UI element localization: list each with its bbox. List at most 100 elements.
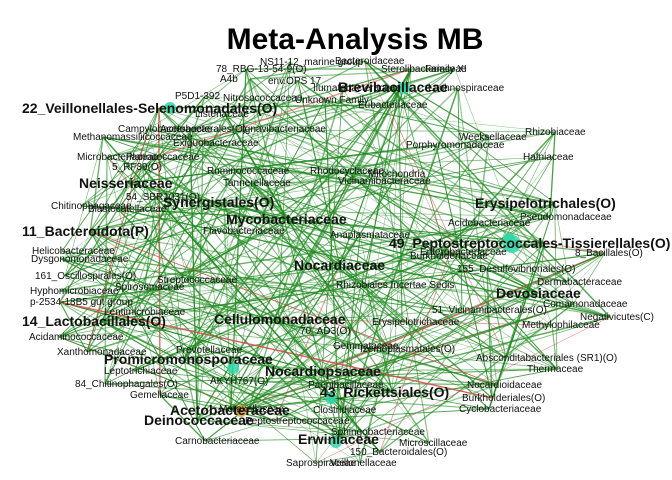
- hub-node-label: Erysipelotrichales(O): [475, 195, 616, 211]
- network-edge: [61, 250, 393, 393]
- network-edge: [289, 61, 393, 393]
- network-edge: [155, 80, 299, 198]
- hub-node-label: Cellulomonadaceae: [214, 311, 346, 327]
- network-edge: [364, 60, 490, 138]
- network-edge: [61, 128, 149, 252]
- node-label: Carnobacteriaceae: [175, 436, 260, 447]
- network-edge: [315, 451, 381, 464]
- node-label: Family XI: [425, 64, 467, 75]
- node-label: Hafniaceae: [523, 152, 574, 163]
- network-edge: [224, 113, 344, 411]
- network-edge: [159, 394, 206, 442]
- network-edge: [224, 113, 364, 347]
- network-edge: [249, 60, 366, 80]
- network-edge: [90, 230, 498, 386]
- network-edge: [554, 202, 558, 370]
- network-edge: [245, 68, 451, 253]
- node-label: 70_AD3(O): [300, 326, 351, 337]
- network-edge: [106, 86, 399, 158]
- node-label: Lachnospiraceae: [428, 83, 505, 94]
- network-edge: [315, 370, 323, 464]
- network-node: [398, 82, 410, 94]
- network-edge: [104, 97, 254, 385]
- network-edge: [224, 113, 399, 175]
- network-edge: [196, 252, 606, 421]
- diagram-title: Meta-Analysis MB: [227, 23, 484, 56]
- node-label: Helicobacteraceae: [32, 246, 115, 257]
- node-label: Lentimicrobiaceae: [104, 307, 186, 318]
- node-label: Gemellaceae: [130, 390, 189, 401]
- network-edge: [551, 324, 558, 370]
- network-edge: [90, 136, 490, 232]
- node-label: Rhodocyclaceae: [310, 166, 384, 177]
- node-label: Gemmataceae: [333, 341, 399, 352]
- hub-label-layer: Brevibacillaceae 22_Veillonellales-Seleno…: [22, 79, 670, 447]
- node-label: Absconditabacteriales (SR1)(O): [476, 353, 617, 364]
- network-edge: [61, 250, 463, 311]
- network-edge: [297, 80, 326, 101]
- network-edge: [60, 258, 430, 444]
- network-edge: [398, 86, 403, 323]
- hub-node-label: 22_Veillonellales-Selenomonadales(O): [22, 100, 277, 116]
- network-edge: [457, 87, 498, 386]
- network-edge: [155, 68, 412, 158]
- hub-node-label: Mycobacteriaceae: [226, 211, 347, 227]
- network-edge: [147, 128, 207, 351]
- node-label: Comamonadaceae: [543, 299, 628, 310]
- network-edge: [186, 230, 234, 281]
- network-edge: [205, 61, 291, 351]
- network-edge: [58, 180, 369, 338]
- network-node: [235, 405, 247, 417]
- hub-node-label: Nocardiaceae: [294, 257, 385, 273]
- network-edge: [537, 292, 611, 318]
- network-edge: [141, 61, 291, 168]
- network-edge: [278, 318, 393, 393]
- network-edge: [488, 242, 546, 410]
- network-edge: [337, 384, 344, 411]
- network-edge: [278, 318, 493, 399]
- network-edge: [315, 156, 554, 464]
- network-edge: [230, 303, 574, 411]
- network-edge: [59, 301, 184, 360]
- network-node: [325, 392, 337, 404]
- node-layer: [164, 82, 521, 448]
- network-edge: [186, 279, 538, 294]
- network-edge: [364, 60, 451, 253]
- network-edge: [196, 284, 367, 421]
- hub-node-label: Erwiniaceae: [298, 431, 379, 447]
- network-edge: [252, 182, 364, 347]
- node-label: Rhizobiaceae: [525, 127, 586, 138]
- network-edge: [362, 345, 430, 444]
- network-edge: [102, 136, 451, 253]
- network-edge: [537, 242, 546, 294]
- network-edge: [339, 264, 361, 464]
- network-edge: [202, 68, 456, 144]
- network-edge: [133, 311, 241, 382]
- node-label: Chitinophagaceae: [51, 201, 132, 212]
- network-edge: [89, 136, 104, 232]
- hub-node-label: 49_Peptostreptococcales-Tissierellales(O…: [389, 235, 670, 251]
- network-edge: [401, 321, 558, 370]
- node-label: Sphingobacteriaceae: [331, 427, 425, 438]
- node-label: Acidaminococcaceae: [29, 332, 124, 343]
- network-edge: [486, 268, 611, 318]
- node-label: 54_SBR1031(O): [126, 192, 200, 203]
- network-edge: [133, 61, 291, 372]
- node-label: Burkholderiales(O): [462, 393, 545, 404]
- node-label: Microbacteriaceae: [77, 152, 159, 163]
- hub-node-label: Nocardiopsaceae: [265, 363, 381, 379]
- node-label: AKYH767(O): [210, 376, 268, 387]
- node-label: Eubacteriaceae: [358, 100, 428, 111]
- network-edge: [339, 87, 459, 440]
- network-edge: [186, 104, 389, 281]
- network-edge: [337, 384, 341, 440]
- node-label: Nitrosococcaceae: [223, 93, 303, 104]
- network-edge: [439, 131, 556, 257]
- node-label: 84_Chitinophagales(O): [75, 379, 178, 390]
- network-edge: [58, 242, 545, 338]
- network-node: [227, 362, 239, 374]
- network-edge: [389, 86, 400, 350]
- node-label: env.OPS 17: [268, 76, 322, 87]
- edge-layer: [58, 60, 611, 464]
